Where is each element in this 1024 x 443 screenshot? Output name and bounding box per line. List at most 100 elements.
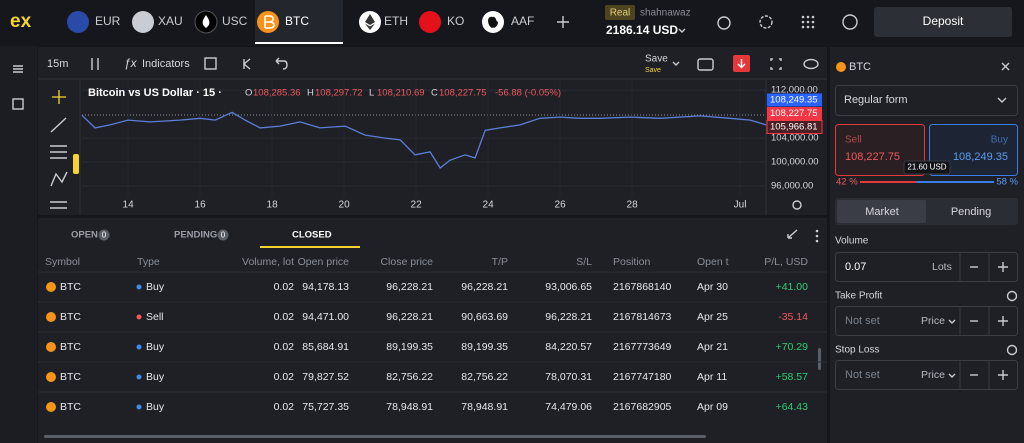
- cell: 82,756.22: [461, 371, 508, 383]
- column-header: Type: [137, 256, 160, 268]
- list-icon[interactable]: [13, 65, 23, 73]
- form[interactable]: Regular form: [844, 94, 908, 106]
- caret: [678, 28, 686, 33]
- layout-icon[interactable]: [204, 57, 217, 70]
- cell: Buy: [146, 281, 165, 293]
- tab-label[interactable]: ETH: [384, 14, 408, 28]
- sell-button[interactable]: [835, 124, 925, 176]
- sell-price[interactable]: 108,227.75: [845, 151, 900, 163]
- axis-settings[interactable]: [792, 200, 802, 210]
- tab-label[interactable]: XAU: [158, 14, 183, 28]
- mode-active[interactable]: [837, 200, 926, 223]
- x-tick-label: 18: [267, 200, 279, 211]
- input-box[interactable]: [835, 360, 1018, 390]
- v-scrollbar[interactable]: [818, 348, 821, 370]
- input-value[interactable]: Not set: [845, 315, 880, 327]
- orders-tab[interactable]: OPEN: [71, 230, 98, 241]
- cell: Apr 09: [697, 401, 728, 413]
- row-icon: [46, 282, 56, 292]
- fib-tool[interactable]: [50, 145, 67, 159]
- sl-help[interactable]: [1006, 344, 1018, 356]
- indicators[interactable]: Indicators: [142, 58, 190, 70]
- more-icon[interactable]: [815, 229, 819, 243]
- xau-icon: [132, 11, 154, 33]
- eye-icon[interactable]: [803, 58, 819, 70]
- clock-icon[interactable]: [717, 16, 731, 30]
- replay-icon[interactable]: [242, 58, 251, 70]
- tp-help[interactable]: [1006, 290, 1018, 302]
- column-header: Open price: [298, 256, 350, 268]
- tab-label[interactable]: BTC: [285, 14, 309, 28]
- type-dot: [136, 404, 142, 410]
- cell: Apr 21: [697, 341, 728, 353]
- symbol-icon: [836, 62, 846, 72]
- sell-label[interactable]: Sell: [845, 135, 862, 146]
- cell: 94,471.00: [302, 311, 349, 323]
- sell-share: 42 %: [836, 177, 858, 188]
- calendar-icon[interactable]: [12, 98, 24, 110]
- cell: Buy: [146, 401, 165, 413]
- buy-label[interactable]: Buy: [991, 135, 1008, 146]
- add-tab[interactable]: [557, 16, 569, 28]
- orders-tab[interactable]: CLOSED: [292, 230, 332, 241]
- type-dot: [136, 374, 142, 380]
- active-underline: [255, 42, 343, 44]
- input-box[interactable]: [835, 306, 1018, 336]
- settings-icon[interactable]: [759, 15, 773, 29]
- close-icon[interactable]: [1001, 62, 1010, 71]
- sl-label: Stop Loss: [835, 345, 879, 356]
- ohlc-value: 108,285.36: [253, 88, 301, 99]
- profile-icon[interactable]: [842, 14, 858, 30]
- spread: 21.60 USD: [907, 163, 946, 172]
- undo-icon[interactable]: [275, 57, 288, 70]
- deposit-label[interactable]: Deposit: [923, 14, 964, 28]
- save-caret[interactable]: [672, 61, 680, 66]
- buy-button[interactable]: [929, 124, 1018, 176]
- cell: Apr 25: [697, 311, 728, 323]
- plus[interactable]: [998, 370, 1008, 380]
- form-select[interactable]: [835, 85, 1018, 116]
- mode-market[interactable]: Market: [865, 206, 899, 218]
- tab-label[interactable]: KO: [447, 14, 464, 28]
- trend-tool[interactable]: [50, 117, 67, 133]
- candle-icon[interactable]: [91, 58, 99, 70]
- buy-bar: [916, 181, 994, 183]
- collapse-icon[interactable]: [787, 229, 798, 239]
- orders-panel: [38, 218, 827, 443]
- balance[interactable]: 2186.14 USD: [606, 23, 678, 37]
- cell: 0.02: [274, 341, 295, 353]
- fullscreen-icon[interactable]: [770, 58, 782, 70]
- mode-pending[interactable]: Pending: [951, 206, 991, 218]
- cell: 2167747180: [613, 371, 672, 383]
- plus[interactable]: [998, 262, 1008, 272]
- tab-label[interactable]: USC: [222, 14, 248, 28]
- deposit-button[interactable]: [874, 7, 1012, 37]
- measure-tool[interactable]: [50, 201, 67, 209]
- input-value[interactable]: Not set: [845, 369, 880, 381]
- cell: Sell: [146, 311, 164, 323]
- ohlc-change: -56.88 (-0.05%): [495, 88, 561, 99]
- order-panel: [830, 47, 1024, 443]
- orders-tab[interactable]: PENDING: [174, 230, 217, 241]
- cell: BTC: [60, 311, 81, 323]
- apps-icon[interactable]: [801, 15, 815, 29]
- tab-label[interactable]: AAF: [511, 14, 534, 28]
- pattern-tool[interactable]: [50, 171, 68, 187]
- camera-icon[interactable]: [697, 58, 714, 71]
- buy-price[interactable]: 108,249.35: [953, 151, 1008, 163]
- input-box[interactable]: [835, 252, 1018, 282]
- collapse-handle[interactable]: [73, 154, 79, 174]
- crosshair-tool[interactable]: [52, 90, 66, 104]
- cell: 0.02: [274, 401, 295, 413]
- input-value[interactable]: 0.07: [845, 261, 866, 273]
- timeframe[interactable]: 15m: [47, 58, 68, 70]
- y-tick-label: 104,000.00: [771, 133, 819, 144]
- y-tick-label: 96,000.00: [771, 181, 813, 192]
- save[interactable]: Save: [645, 54, 668, 65]
- tab-label[interactable]: EUR: [95, 14, 121, 28]
- h-scrollbar[interactable]: [44, 435, 706, 438]
- price-label: 105,966.81: [770, 122, 818, 133]
- plus[interactable]: [998, 316, 1008, 326]
